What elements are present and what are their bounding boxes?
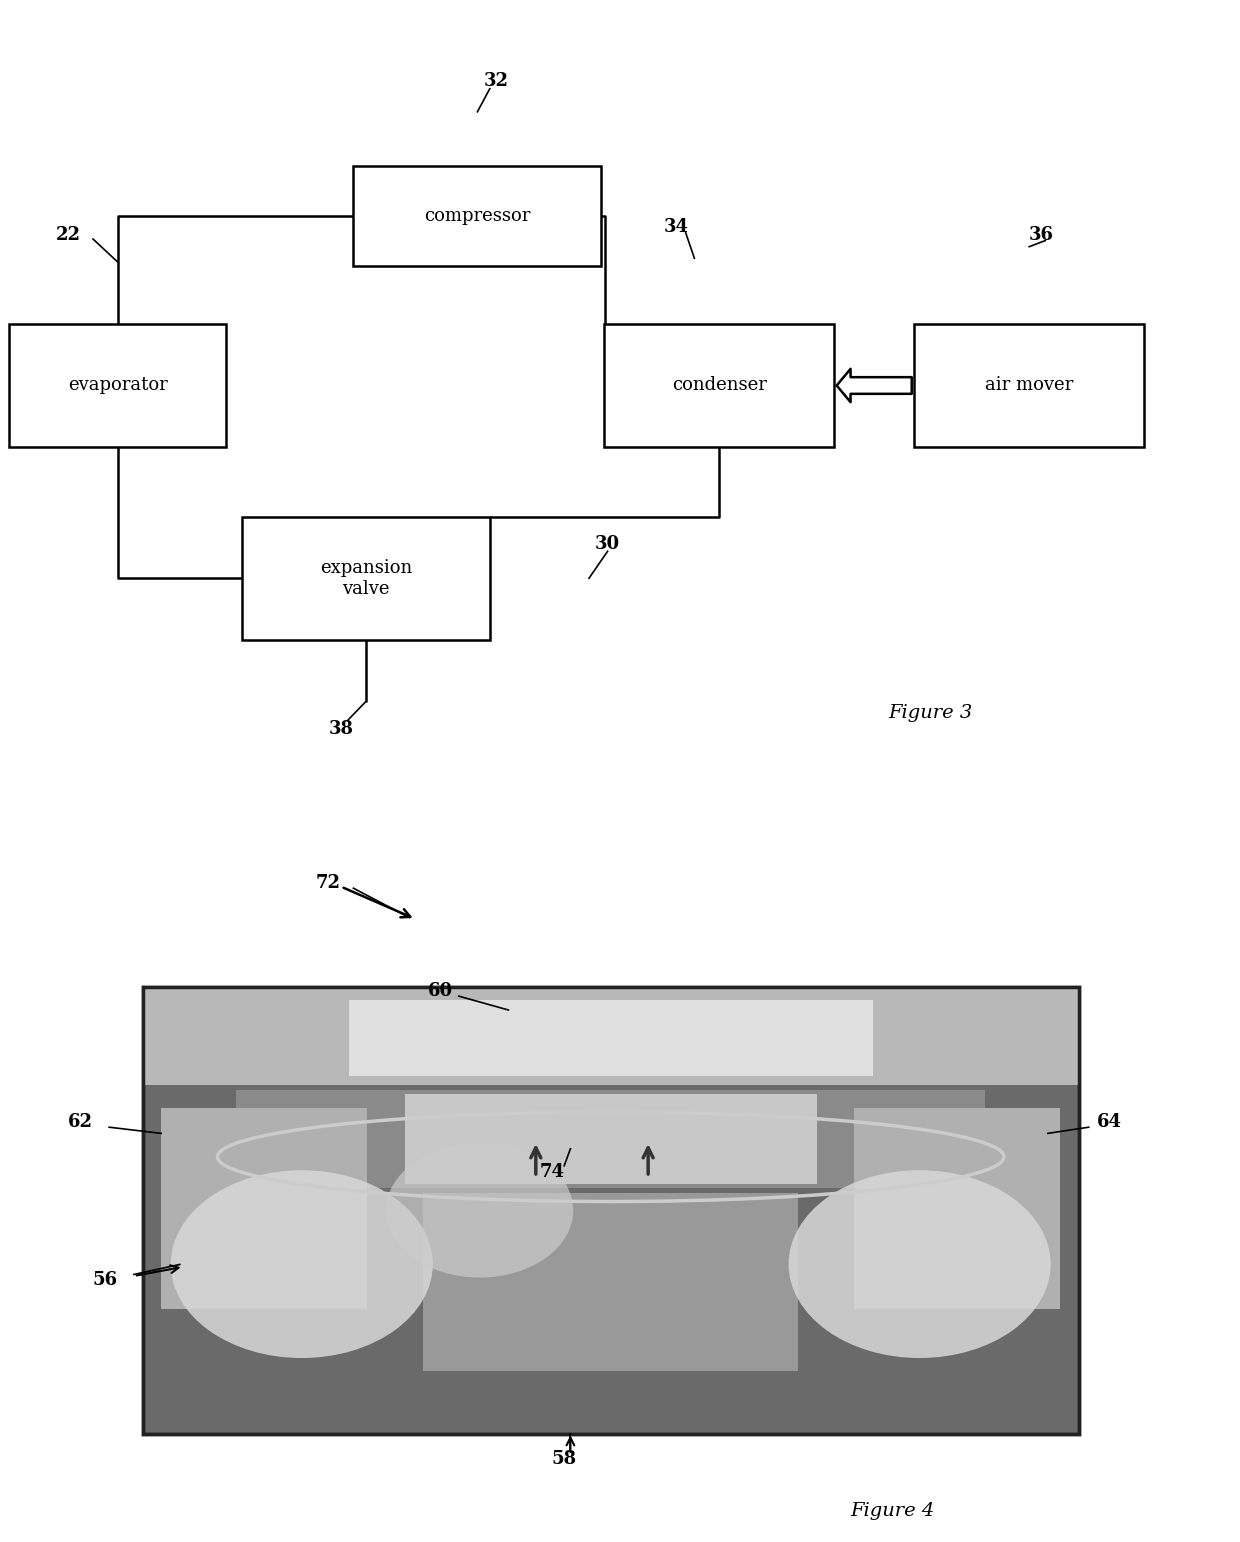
Text: 64: 64 xyxy=(1097,1113,1122,1130)
Text: Figure 4: Figure 4 xyxy=(851,1502,935,1520)
Bar xyxy=(143,987,1079,1434)
Bar xyxy=(161,1107,367,1309)
Text: expansion
valve: expansion valve xyxy=(320,558,412,598)
FancyBboxPatch shape xyxy=(914,324,1143,447)
Ellipse shape xyxy=(789,1170,1050,1359)
FancyBboxPatch shape xyxy=(604,324,833,447)
Text: 22: 22 xyxy=(56,227,81,244)
Text: 56: 56 xyxy=(93,1271,118,1289)
Text: evaporator: evaporator xyxy=(68,376,167,395)
Text: 36: 36 xyxy=(1029,227,1054,244)
Bar xyxy=(143,987,1079,1086)
FancyBboxPatch shape xyxy=(10,324,226,447)
Text: 34: 34 xyxy=(663,219,688,236)
Text: 58: 58 xyxy=(552,1449,577,1468)
Bar xyxy=(423,1192,799,1371)
FancyBboxPatch shape xyxy=(242,517,490,640)
Ellipse shape xyxy=(171,1170,433,1359)
Text: 30: 30 xyxy=(595,535,620,552)
Text: 62: 62 xyxy=(68,1113,93,1130)
Bar xyxy=(854,1107,1060,1309)
Text: condenser: condenser xyxy=(672,376,766,395)
Text: compressor: compressor xyxy=(424,207,531,225)
Bar xyxy=(404,1095,817,1184)
Bar xyxy=(143,987,1079,1434)
Text: Figure 3: Figure 3 xyxy=(888,705,972,722)
Text: 74: 74 xyxy=(539,1163,564,1181)
FancyBboxPatch shape xyxy=(353,165,601,265)
Text: 60: 60 xyxy=(428,982,453,999)
Text: 72: 72 xyxy=(316,874,341,891)
Text: air mover: air mover xyxy=(985,376,1074,395)
Bar xyxy=(236,1090,986,1187)
Ellipse shape xyxy=(386,1144,573,1277)
Bar xyxy=(348,1001,873,1076)
Text: 38: 38 xyxy=(329,720,353,737)
Text: 32: 32 xyxy=(484,72,508,89)
